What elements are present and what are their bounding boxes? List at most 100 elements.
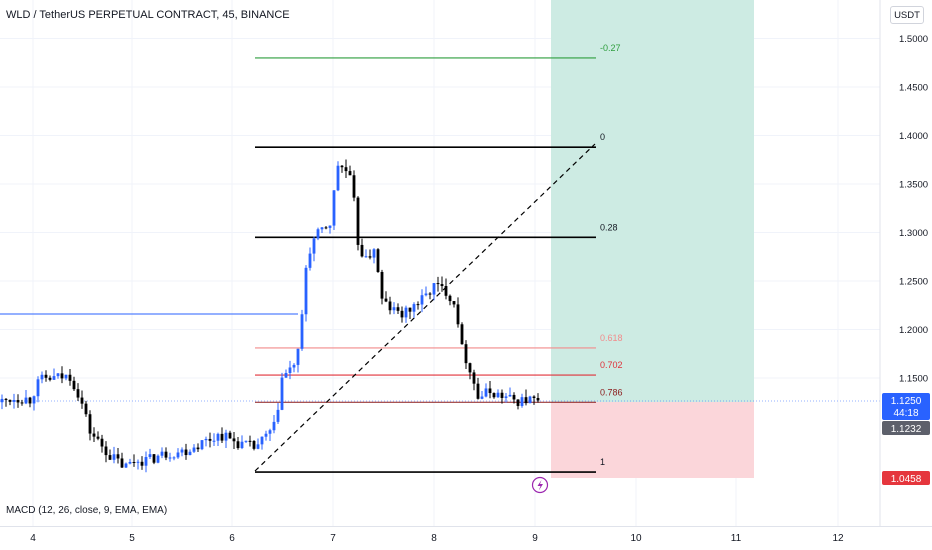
candle-body	[108, 455, 112, 460]
candle-body	[208, 438, 212, 441]
fib-trend-line[interactable]	[254, 143, 596, 472]
candle-body	[268, 430, 272, 434]
candle-body	[380, 271, 384, 299]
candle-body	[456, 304, 460, 325]
candle-body	[284, 373, 288, 378]
loss-zone[interactable]	[551, 402, 754, 478]
candle-body	[172, 457, 176, 459]
candle-body	[436, 283, 440, 285]
candle-body	[312, 238, 316, 254]
time-tick-label: 4	[30, 533, 36, 544]
candle-body	[124, 463, 128, 468]
candle-body	[152, 454, 156, 463]
candle-body	[44, 374, 48, 378]
candle-body	[200, 440, 204, 450]
candle-body	[280, 377, 284, 410]
candle-body	[464, 344, 468, 364]
candle-body	[536, 397, 540, 401]
price-tick-label: 1.4500	[899, 83, 928, 94]
candle-body	[396, 307, 400, 311]
fib-retracement[interactable]: -0.27 0 0.28 0.618 0.702 0.786 1	[255, 43, 623, 473]
candle-body	[24, 397, 28, 404]
fib-level-label: 0	[600, 132, 605, 142]
candle-body	[432, 283, 436, 295]
candle-body	[76, 389, 80, 398]
currency-button[interactable]: USDT	[890, 6, 924, 24]
candle-body	[340, 165, 344, 168]
candle-body	[384, 298, 388, 302]
lightning-icon[interactable]	[531, 476, 549, 494]
candle-body	[288, 367, 292, 374]
time-tick-label: 7	[330, 533, 336, 544]
candle-body	[316, 229, 320, 239]
candle-body	[364, 256, 368, 258]
reference-price-tag: 1.1232	[882, 421, 930, 435]
candle-body	[132, 462, 136, 464]
candle-body	[236, 441, 240, 449]
candle-body	[524, 397, 528, 404]
candle-body	[88, 414, 92, 434]
candle-body	[452, 301, 456, 305]
candle-body	[244, 440, 248, 442]
candle-body	[404, 307, 408, 318]
time-tick-label: 8	[431, 533, 437, 544]
last-price-tag: 1.1250 44:18	[882, 393, 930, 420]
candle-body	[116, 454, 120, 459]
candle-body	[72, 380, 76, 390]
candle-body	[448, 295, 452, 302]
candle-body	[212, 440, 216, 442]
candle-body	[180, 449, 184, 453]
candle-body	[128, 462, 132, 464]
candle-body	[32, 396, 36, 404]
candle-body	[344, 167, 348, 172]
price-tick-label: 1.5000	[899, 34, 928, 45]
candle-body	[156, 455, 160, 463]
candle-body	[304, 267, 308, 315]
fib-level-label: 0.28	[600, 222, 618, 232]
price-axis[interactable]: 1.5000 1.4500 1.4000 1.3500 1.3000 1.2500 1.20…	[899, 34, 928, 385]
profit-zone[interactable]	[551, 0, 754, 402]
candle-body	[204, 438, 208, 441]
macd-indicator-label[interactable]: MACD (12, 26, close, 9, EMA, EMA)	[6, 505, 168, 516]
reference-price-text: 1.1232	[891, 424, 922, 435]
candle-body	[92, 433, 96, 437]
time-tick-label: 11	[731, 533, 742, 544]
fib-level-label: 0.702	[600, 360, 623, 370]
candle-body	[40, 374, 44, 380]
candle-body	[168, 457, 172, 459]
candle-body	[0, 398, 4, 403]
candle-body	[472, 372, 476, 384]
symbol-title[interactable]: WLD / TetherUS PERPETUAL CONTRACT, 45, B…	[6, 9, 290, 21]
candle-body	[164, 451, 168, 458]
candle-body	[440, 284, 444, 287]
candle-body	[64, 374, 68, 379]
candle-body	[296, 348, 300, 365]
candle-body	[216, 433, 220, 441]
candle-body	[392, 307, 396, 311]
candle-body	[532, 396, 536, 398]
candle-body	[352, 175, 356, 198]
candle-body	[68, 374, 72, 381]
candle-body	[308, 253, 312, 268]
price-tick-label: 1.3000	[899, 228, 928, 239]
candle-body	[264, 433, 268, 437]
time-axis-border	[0, 526, 932, 527]
candle-body	[444, 286, 448, 296]
candle-body	[252, 440, 256, 449]
candle-body	[188, 451, 192, 456]
candle-body	[228, 432, 232, 439]
time-tick-label: 6	[229, 533, 235, 544]
candle-body	[8, 399, 12, 402]
stop-price-tag: 1.0458	[882, 471, 930, 485]
time-axis[interactable]: 4 5 6 7 8 9 10 11 12	[30, 533, 844, 544]
candle-body	[388, 301, 392, 311]
candle-body	[356, 197, 360, 245]
candle-body	[416, 304, 420, 306]
candle-body	[60, 373, 64, 379]
candle-body	[512, 394, 516, 400]
candle-body	[256, 444, 260, 449]
candle-body	[292, 364, 296, 368]
candle-body	[300, 314, 304, 349]
candle-body	[16, 400, 20, 403]
